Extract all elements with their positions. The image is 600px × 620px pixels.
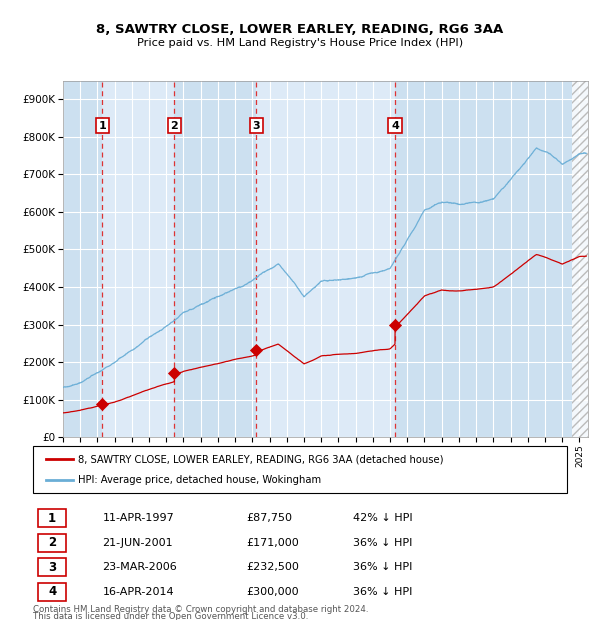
Bar <box>63 81 102 437</box>
Text: 11-APR-1997: 11-APR-1997 <box>103 513 174 523</box>
Text: 2: 2 <box>48 536 56 549</box>
Text: Price paid vs. HM Land Registry's House Price Index (HPI): Price paid vs. HM Land Registry's House … <box>137 38 463 48</box>
Bar <box>395 81 572 437</box>
Text: 23-MAR-2006: 23-MAR-2006 <box>103 562 177 572</box>
Text: 8, SAWTRY CLOSE, LOWER EARLEY, READING, RG6 3AA: 8, SAWTRY CLOSE, LOWER EARLEY, READING, … <box>97 23 503 35</box>
Point <box>97 399 107 409</box>
Point <box>251 345 261 355</box>
Text: This data is licensed under the Open Government Licence v3.0.: This data is licensed under the Open Gov… <box>33 612 308 620</box>
Text: 3: 3 <box>48 561 56 574</box>
Text: 4: 4 <box>48 585 56 598</box>
Text: HPI: Average price, detached house, Wokingham: HPI: Average price, detached house, Woki… <box>79 475 322 485</box>
Text: £300,000: £300,000 <box>247 587 299 597</box>
FancyBboxPatch shape <box>38 559 66 577</box>
Text: Contains HM Land Registry data © Crown copyright and database right 2024.: Contains HM Land Registry data © Crown c… <box>33 605 368 614</box>
Text: 3: 3 <box>253 121 260 131</box>
FancyBboxPatch shape <box>33 446 567 493</box>
Bar <box>175 81 256 437</box>
Text: 1: 1 <box>48 512 56 525</box>
Text: 4: 4 <box>391 121 399 131</box>
Text: £87,750: £87,750 <box>247 513 293 523</box>
Text: £171,000: £171,000 <box>247 538 299 548</box>
FancyBboxPatch shape <box>38 510 66 527</box>
FancyBboxPatch shape <box>38 534 66 552</box>
Bar <box>102 81 175 437</box>
Text: 36% ↓ HPI: 36% ↓ HPI <box>353 538 413 548</box>
Text: £232,500: £232,500 <box>247 562 299 572</box>
Point <box>170 368 179 378</box>
Text: 21-JUN-2001: 21-JUN-2001 <box>103 538 173 548</box>
Text: 16-APR-2014: 16-APR-2014 <box>103 587 174 597</box>
Text: 1: 1 <box>98 121 106 131</box>
Bar <box>572 81 588 437</box>
Bar <box>572 81 588 437</box>
Text: 42% ↓ HPI: 42% ↓ HPI <box>353 513 413 523</box>
Point <box>390 319 400 329</box>
FancyBboxPatch shape <box>38 583 66 601</box>
Text: 8, SAWTRY CLOSE, LOWER EARLEY, READING, RG6 3AA (detached house): 8, SAWTRY CLOSE, LOWER EARLEY, READING, … <box>79 454 444 464</box>
Text: 2: 2 <box>170 121 178 131</box>
Bar <box>256 81 395 437</box>
Text: 36% ↓ HPI: 36% ↓ HPI <box>353 562 413 572</box>
Text: 36% ↓ HPI: 36% ↓ HPI <box>353 587 413 597</box>
